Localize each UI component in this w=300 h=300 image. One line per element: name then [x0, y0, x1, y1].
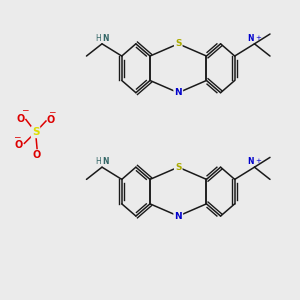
Text: N: N [174, 88, 182, 97]
Text: O: O [15, 140, 23, 149]
Text: −: − [21, 105, 28, 114]
Text: −: − [48, 107, 55, 116]
Text: N: N [174, 212, 182, 220]
Text: S: S [175, 163, 181, 172]
Text: S: S [32, 127, 39, 137]
Text: +: + [256, 35, 262, 41]
Text: O: O [33, 150, 41, 160]
Text: H: H [95, 157, 101, 166]
Text: H: H [95, 34, 101, 43]
Text: N: N [248, 157, 254, 166]
Text: N: N [102, 157, 109, 166]
Text: O: O [47, 116, 55, 125]
Text: O: O [16, 114, 24, 124]
Text: +: + [256, 158, 262, 164]
Text: −: − [13, 133, 21, 142]
Text: N: N [248, 34, 254, 43]
Text: S: S [175, 39, 181, 48]
Text: N: N [102, 34, 109, 43]
